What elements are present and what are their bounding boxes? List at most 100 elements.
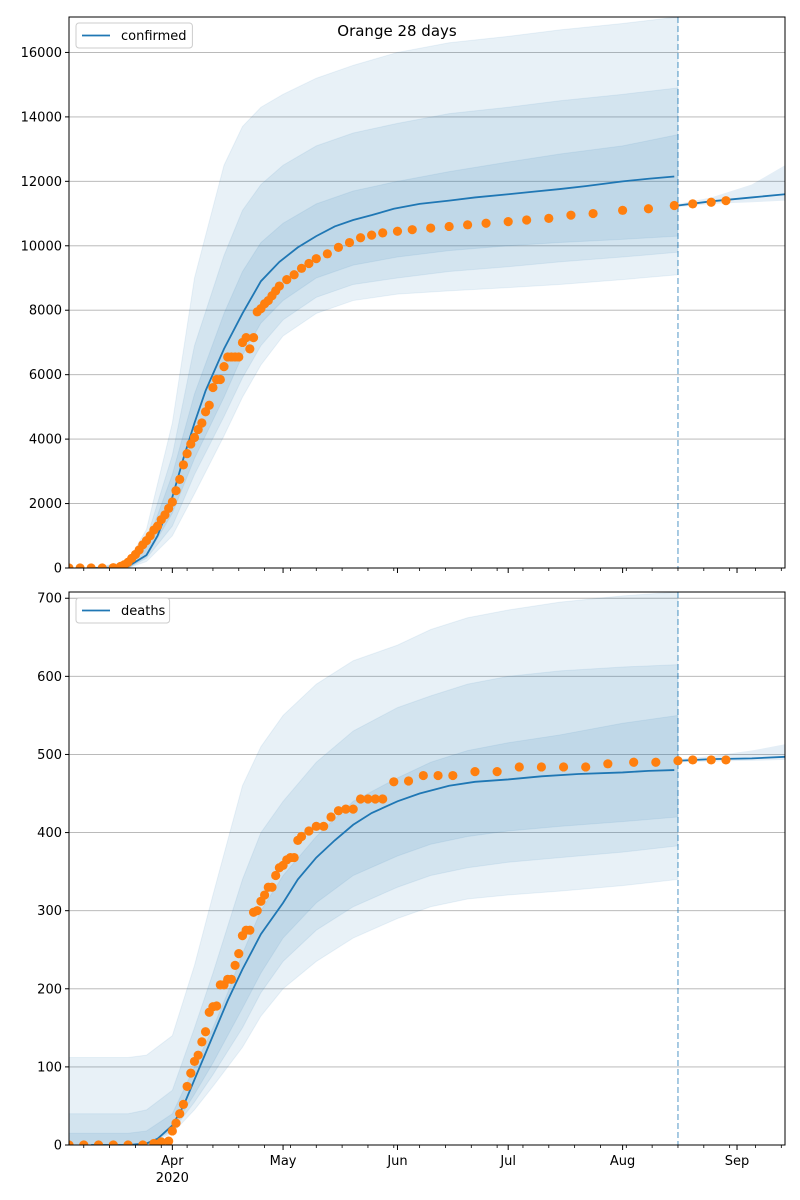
observed-point <box>271 870 281 881</box>
legend: confirmed <box>75 22 193 49</box>
observed-point <box>108 1140 118 1145</box>
y-tick-label: 4000 <box>29 433 62 448</box>
observed-point <box>481 218 491 228</box>
observed-point <box>108 563 118 568</box>
observed-point <box>167 1126 177 1136</box>
observed-point <box>197 418 207 428</box>
observed-point <box>367 230 377 240</box>
observed-point <box>588 208 598 219</box>
observed-point <box>433 770 443 781</box>
observed-point <box>208 382 218 393</box>
x-year-label: 2020 <box>156 1171 189 1186</box>
observed-point <box>193 1050 203 1060</box>
y-tick-label: 14000 <box>21 110 62 125</box>
observed-point <box>566 210 576 220</box>
observed-point <box>248 333 259 343</box>
observed-point <box>389 777 399 787</box>
observed-point <box>296 263 307 273</box>
observed-point <box>522 215 532 225</box>
y-tick-label: 400 <box>37 826 62 841</box>
observed-point <box>289 270 299 280</box>
observed-point <box>503 217 513 227</box>
observed-point <box>348 804 358 814</box>
observed-point <box>197 1037 207 1047</box>
observed-point <box>215 374 225 385</box>
observed-point <box>186 1068 196 1078</box>
observed-point <box>123 1140 133 1145</box>
observed-point <box>182 1081 192 1092</box>
observed-point <box>448 770 458 781</box>
uncertainty-band-1 <box>69 592 679 1145</box>
x-tick-label: Jun <box>386 1154 407 1169</box>
observed-point <box>492 767 502 777</box>
observed-point <box>688 755 698 765</box>
observed-point <box>311 254 321 264</box>
observed-point <box>182 449 192 459</box>
observed-point <box>643 204 654 214</box>
observed-point <box>296 831 307 842</box>
observed-point <box>149 1138 159 1145</box>
observed-point <box>341 804 351 814</box>
observed-point <box>669 200 679 211</box>
legend-box <box>75 597 171 624</box>
observed-point <box>378 794 388 804</box>
observed-point <box>178 1099 189 1109</box>
legend-box <box>75 22 193 49</box>
observed-point <box>75 563 85 568</box>
x-tick-label: Sep <box>725 1154 750 1169</box>
observed-point <box>156 1137 166 1145</box>
observed-point <box>267 882 277 892</box>
plot-area <box>69 592 785 1145</box>
observed-point <box>721 196 731 206</box>
observed-point <box>69 563 74 568</box>
observed-point <box>514 762 524 772</box>
observed-point <box>333 806 344 816</box>
observed-point <box>618 205 628 215</box>
observed-point <box>167 497 177 507</box>
observed-point <box>219 362 229 372</box>
observed-point <box>138 1140 148 1145</box>
observed-point <box>363 794 373 804</box>
observed-point <box>444 221 454 232</box>
legend-label: confirmed <box>121 29 187 44</box>
y-tick-label: 2000 <box>29 497 62 512</box>
y-tick-label: 100 <box>37 1060 62 1075</box>
uncertainty-band-3 <box>91 133 679 568</box>
observed-point <box>418 770 428 781</box>
observed-point <box>470 767 480 777</box>
x-tick-label: May <box>270 1154 297 1169</box>
observed-point <box>651 757 661 767</box>
observed-point <box>721 755 731 765</box>
observed-point <box>200 1027 211 1037</box>
deaths-chart: 0 100 200 300 400 500 600 700 Apr 2020 May Jun Jul Au… <box>37 591 786 1186</box>
x-tick-label: Aug <box>610 1154 635 1169</box>
observed-point <box>171 1118 181 1128</box>
observed-point <box>326 812 336 822</box>
y-tick-label: 6000 <box>29 368 62 383</box>
y-tick-label: 300 <box>37 904 62 919</box>
observed-point <box>79 1140 89 1145</box>
observed-point <box>706 755 716 765</box>
observed-point <box>252 906 262 916</box>
y-tick-label: 8000 <box>29 304 62 319</box>
observed-point <box>164 1136 174 1145</box>
observed-point <box>370 794 380 804</box>
y-tick-label: 700 <box>37 592 62 607</box>
observed-point <box>212 1001 222 1011</box>
observed-point <box>289 852 299 863</box>
legend-label: deaths <box>121 604 166 619</box>
observed-point <box>189 432 200 443</box>
confirmed-chart: 0 2000 4000 6000 8000 10000 12000 14000 16000 con… <box>21 16 786 577</box>
observed-point <box>378 228 388 238</box>
observed-point <box>344 237 355 248</box>
observed-point <box>536 762 547 772</box>
observed-point <box>319 821 329 831</box>
observed-point <box>673 756 683 766</box>
observed-point <box>603 759 613 769</box>
observed-point <box>407 225 417 235</box>
observed-point <box>204 400 214 410</box>
observed-point <box>304 258 314 269</box>
observed-point <box>234 352 244 362</box>
observed-point <box>241 333 251 343</box>
